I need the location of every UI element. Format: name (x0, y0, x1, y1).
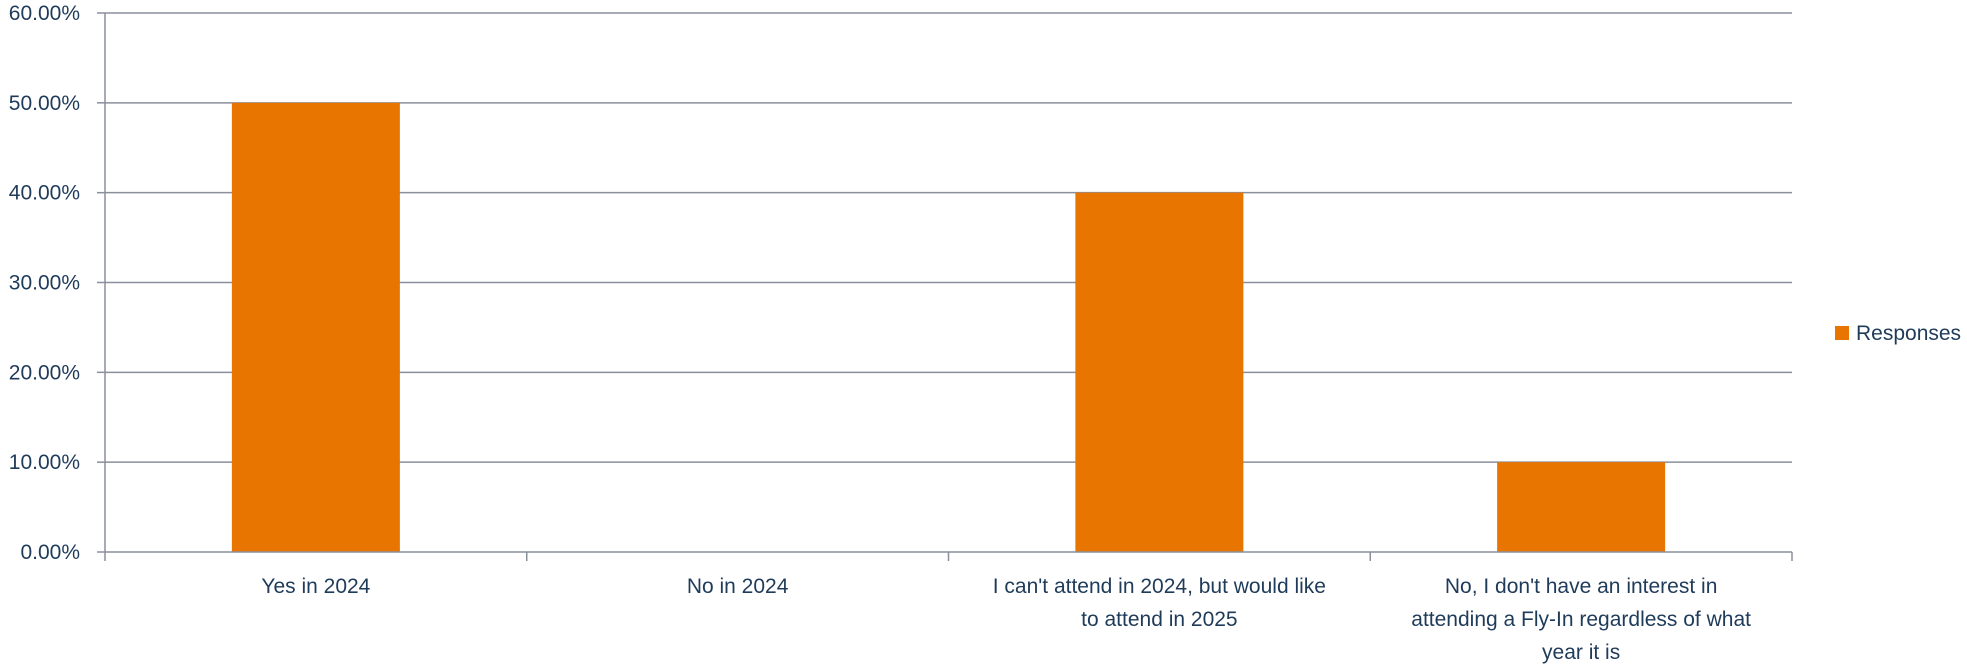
y-tick-label: 0.00% (20, 541, 80, 564)
y-tick-label: 10.00% (9, 451, 80, 474)
y-tick-label: 30.00% (9, 272, 80, 295)
bar (1075, 192, 1244, 552)
x-tick-label: No, I don't have an interest in attending… (1411, 575, 1751, 664)
y-tick-labels: 0.00% 10.00% 20.00% 30.00% 40.00% 50.00% 60.00… (9, 2, 80, 564)
bar (231, 102, 400, 552)
y-tick-label: 20.00% (9, 361, 80, 384)
x-tick-labels: Yes in 2024 No in 2024 I can't attend in 2… (261, 575, 1751, 664)
legend-label-responses: Responses (1856, 322, 1961, 345)
legend: Responses (1835, 322, 1961, 345)
x-tick-label: Yes in 2024 (261, 575, 370, 598)
bar (1497, 462, 1666, 552)
axes (97, 12, 1793, 561)
y-tick-label: 40.00% (9, 182, 80, 205)
y-tick-label: 50.00% (9, 92, 80, 115)
y-tick-label: 60.00% (9, 2, 80, 25)
x-tick-label: I can't attend in 2024, but would like to… (993, 575, 1326, 631)
legend-swatch-responses (1835, 326, 1849, 340)
x-tick-label: No in 2024 (687, 575, 789, 598)
bars (231, 102, 1666, 552)
